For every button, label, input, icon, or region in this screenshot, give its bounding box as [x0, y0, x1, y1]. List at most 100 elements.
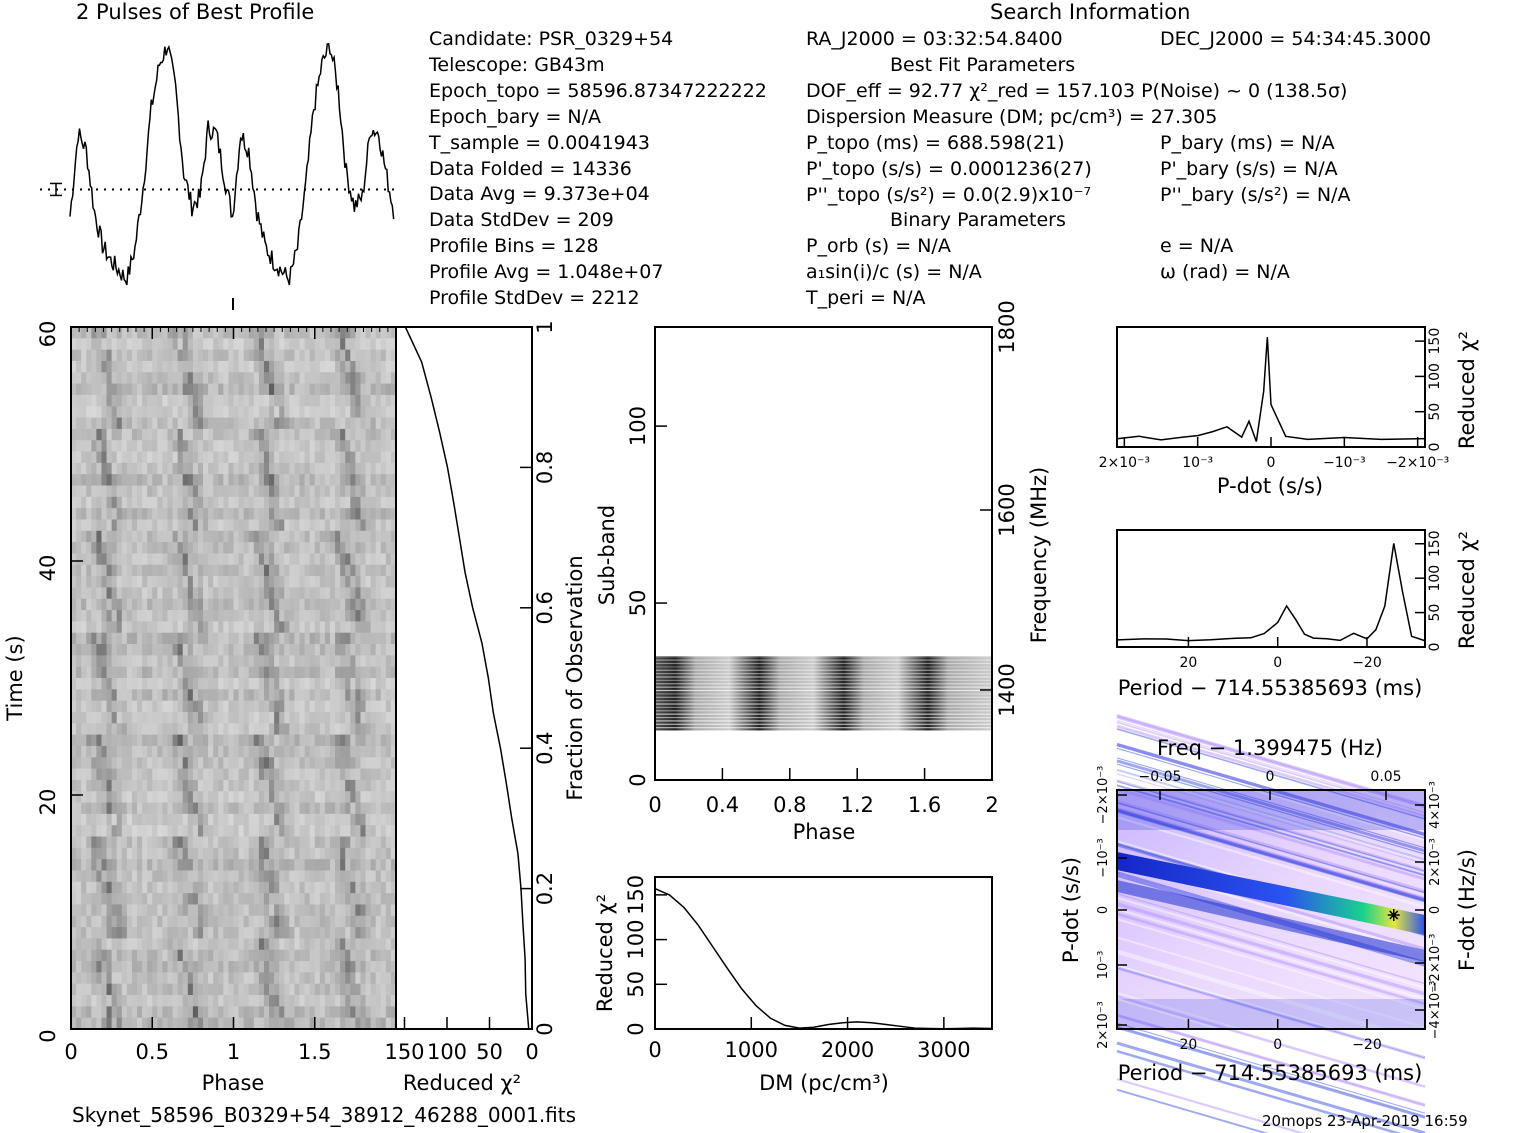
heatmap-cell: [101, 406, 108, 419]
y-axis-label: Sub-band: [595, 505, 619, 605]
heatmap-cell: [96, 553, 102, 566]
heatmap-cell: [269, 564, 275, 577]
heatmap-cell: [76, 632, 82, 645]
heatmap-cell: [243, 847, 250, 860]
heatmap-cell: [157, 474, 163, 487]
heatmap-cell: [258, 394, 265, 407]
heatmap-cell: [208, 372, 214, 385]
heatmap-cell: [162, 791, 168, 804]
heatmap-cell: [131, 723, 138, 736]
heatmap-cell: [319, 610, 326, 622]
heatmap-cell: [101, 779, 108, 792]
heatmap-cell: [152, 881, 158, 894]
x-tick-label: 10⁻³: [1182, 455, 1213, 471]
heatmap-cell: [121, 711, 128, 724]
heatmap-cell: [116, 847, 123, 860]
heatmap-cell: [299, 927, 306, 939]
heatmap-cell: [172, 983, 179, 996]
heatmap-cell: [228, 700, 234, 713]
heatmap-cell: [269, 621, 275, 634]
heatmap-cell: [355, 644, 361, 656]
heatmap-cell: [208, 598, 214, 611]
heatmap-cell: [157, 881, 163, 894]
heatmap-cell: [177, 360, 184, 373]
x-tick-label: 0: [525, 1040, 538, 1064]
heatmap-cell: [81, 519, 87, 532]
heatmap-cell: [340, 757, 346, 770]
heatmap-cell: [263, 349, 270, 362]
heatmap-cell: [152, 530, 158, 543]
heatmap-cell: [370, 327, 377, 339]
heatmap-cell: [213, 440, 219, 453]
heatmap-cell: [350, 949, 356, 962]
heatmap-cell: [355, 530, 361, 543]
heatmap-cell: [223, 870, 229, 883]
heatmap-cell: [162, 757, 168, 770]
heatmap-cell: [304, 995, 311, 1007]
heatmap-cell: [182, 360, 189, 373]
heatmap-cell: [121, 836, 128, 849]
heatmap-cell: [213, 859, 219, 871]
heatmap-cell: [157, 847, 163, 860]
heatmap-cell: [355, 757, 361, 770]
heatmap-cell: [340, 938, 346, 951]
heatmap-cell: [314, 836, 321, 849]
heatmap-cell: [223, 655, 229, 668]
heatmap-cell: [71, 915, 77, 928]
heatmap-cell: [269, 496, 275, 509]
heatmap-cell: [279, 406, 285, 419]
heatmap-cell: [274, 451, 280, 464]
heatmap-cell: [91, 711, 97, 724]
heatmap-cell: [370, 893, 377, 905]
heatmap-cell: [390, 734, 397, 747]
heatmap-cell: [172, 338, 179, 351]
heatmap-cell: [126, 1017, 133, 1030]
heatmap-cell: [152, 327, 158, 339]
heatmap-cell: [137, 768, 143, 781]
subband-row-stripe: [655, 676, 992, 678]
heatmap-cell: [111, 723, 118, 736]
heatmap-cell: [314, 723, 321, 736]
heatmap-cell: [385, 881, 392, 894]
heatmap-cell: [335, 496, 341, 509]
heatmap-cell: [355, 508, 361, 520]
heatmap-cell: [121, 881, 128, 894]
heatmap-cell: [380, 519, 387, 532]
heatmap-cell: [152, 451, 158, 464]
heatmap-cell: [243, 689, 250, 702]
heatmap-cell: [192, 610, 199, 622]
heatmap-cell: [81, 825, 87, 838]
heatmap-cell: [365, 825, 372, 838]
heatmap-cell: [218, 327, 224, 339]
heatmap-cell: [370, 825, 377, 838]
y-tick-label: 100: [1427, 363, 1443, 390]
heatmap-cell: [147, 689, 153, 702]
heatmap-cell: [279, 474, 285, 487]
heatmap-cell: [233, 881, 240, 894]
heatmap-cell: [111, 689, 118, 702]
x2-tick-label: 0.05: [1370, 769, 1401, 785]
heatmap-cell: [101, 338, 108, 351]
heatmap-cell: [172, 847, 179, 860]
heatmap-cell: [86, 383, 92, 396]
heatmap-cell: [142, 338, 148, 351]
heatmap-cell: [324, 813, 331, 826]
heatmap-cell: [81, 813, 87, 826]
heatmap-cell: [208, 451, 214, 464]
heatmap-cell: [197, 428, 204, 441]
heatmap-cell: [243, 338, 250, 351]
heatmap-cell: [385, 462, 392, 475]
heatmap-cell: [385, 983, 392, 996]
heatmap-cell: [375, 632, 382, 645]
heatmap-cell: [319, 847, 326, 860]
heatmap-cell: [187, 836, 194, 849]
heatmap-cell: [96, 983, 102, 996]
heatmap-cell: [309, 791, 316, 804]
heatmap-cell: [375, 678, 382, 690]
heatmap-cell: [86, 723, 92, 736]
heatmap-cell: [299, 757, 306, 770]
heatmap-cell: [284, 870, 290, 883]
heatmap-cell: [284, 372, 290, 385]
heatmap-cell: [177, 462, 184, 475]
heatmap-cell: [263, 961, 270, 973]
